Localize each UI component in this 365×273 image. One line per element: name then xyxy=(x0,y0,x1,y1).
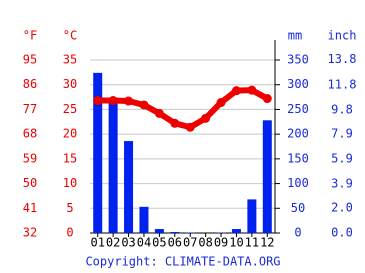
inch-tick-label: 0.0 xyxy=(331,226,353,240)
temperature-point xyxy=(93,96,103,106)
inch-axis-label: inch xyxy=(328,29,357,43)
c-tick-label: 25 xyxy=(63,102,77,116)
x-tick-label: 01 xyxy=(90,236,104,250)
precipitation-bar xyxy=(262,120,272,233)
mm-tick-label: 150 xyxy=(287,151,309,165)
mm-tick-label: 350 xyxy=(287,53,309,67)
f-axis-label: °F xyxy=(23,29,37,43)
temperature-point xyxy=(170,118,180,128)
x-tick-label: 09 xyxy=(214,236,228,250)
f-tick-label: 77 xyxy=(23,102,37,116)
temperature-point xyxy=(231,86,241,96)
mm-tick-label: 300 xyxy=(287,77,309,91)
inch-tick-label: 9.8 xyxy=(331,102,353,116)
f-tick-label: 86 xyxy=(23,77,37,91)
temperature-line xyxy=(97,87,269,131)
x-tick-label: 07 xyxy=(183,236,197,250)
mm-tick-label: 0 xyxy=(294,226,301,240)
c-tick-label: 5 xyxy=(66,201,73,215)
mm-tick-label: 100 xyxy=(287,176,309,190)
x-tick-label: 03 xyxy=(121,236,135,250)
precipitation-bar xyxy=(139,206,149,233)
temperature-point xyxy=(262,94,272,104)
temperature-point xyxy=(124,96,134,106)
mm-tick-label: 200 xyxy=(287,127,309,141)
f-tick-label: 32 xyxy=(23,226,37,240)
x-tick-label: 02 xyxy=(106,236,120,250)
precipitation-bar xyxy=(93,72,103,233)
mm-tick-label: 50 xyxy=(291,201,305,215)
c-tick-label: 15 xyxy=(63,151,77,165)
c-tick-label: 20 xyxy=(63,127,77,141)
precipitation-bar xyxy=(108,100,118,233)
inch-tick-label: 2.0 xyxy=(331,200,353,214)
inch-tick-label: 11.8 xyxy=(328,77,357,91)
precipitation-bar xyxy=(154,229,164,233)
credit: Copyright: CLIMATE-DATA.ORG xyxy=(85,255,280,269)
x-tick-label: 04 xyxy=(137,236,151,250)
precipitation-bar xyxy=(231,229,241,233)
f-tick-label: 95 xyxy=(23,53,37,67)
temperature-point xyxy=(247,85,257,95)
temperature-point xyxy=(139,100,149,110)
x-tick-label: 06 xyxy=(168,236,182,250)
mm-tick-label: 250 xyxy=(287,102,309,116)
temperature-point xyxy=(185,122,195,132)
x-tick-label: 10 xyxy=(229,236,243,250)
x-tick-label: 12 xyxy=(260,236,274,250)
f-tick-label: 50 xyxy=(23,176,37,190)
f-tick-label: 41 xyxy=(23,201,37,215)
inch-tick-label: 13.8 xyxy=(328,52,357,66)
c-tick-label: 30 xyxy=(63,77,77,91)
f-tick-label: 68 xyxy=(23,127,37,141)
c-tick-label: 35 xyxy=(63,53,77,67)
x-tick-label: 08 xyxy=(198,236,212,250)
precipitation-bar xyxy=(124,141,134,233)
temperature-point xyxy=(201,113,211,123)
inch-tick-label: 5.9 xyxy=(331,151,353,165)
c-tick-label: 0 xyxy=(66,226,73,240)
mm-axis-label: mm xyxy=(288,29,302,43)
precipitation-bar xyxy=(247,199,257,233)
c-axis-label: °C xyxy=(63,29,77,43)
x-tick-label: 05 xyxy=(152,236,166,250)
inch-tick-label: 3.9 xyxy=(331,177,353,191)
c-tick-label: 10 xyxy=(63,176,77,190)
inch-tick-label: 7.9 xyxy=(331,126,353,140)
precipitation-bar xyxy=(170,232,180,233)
x-tick-label: 11 xyxy=(245,236,259,250)
temperature-point xyxy=(216,98,226,108)
temperature-point xyxy=(154,108,164,118)
f-tick-label: 59 xyxy=(23,151,37,165)
temperature-point xyxy=(108,96,118,106)
